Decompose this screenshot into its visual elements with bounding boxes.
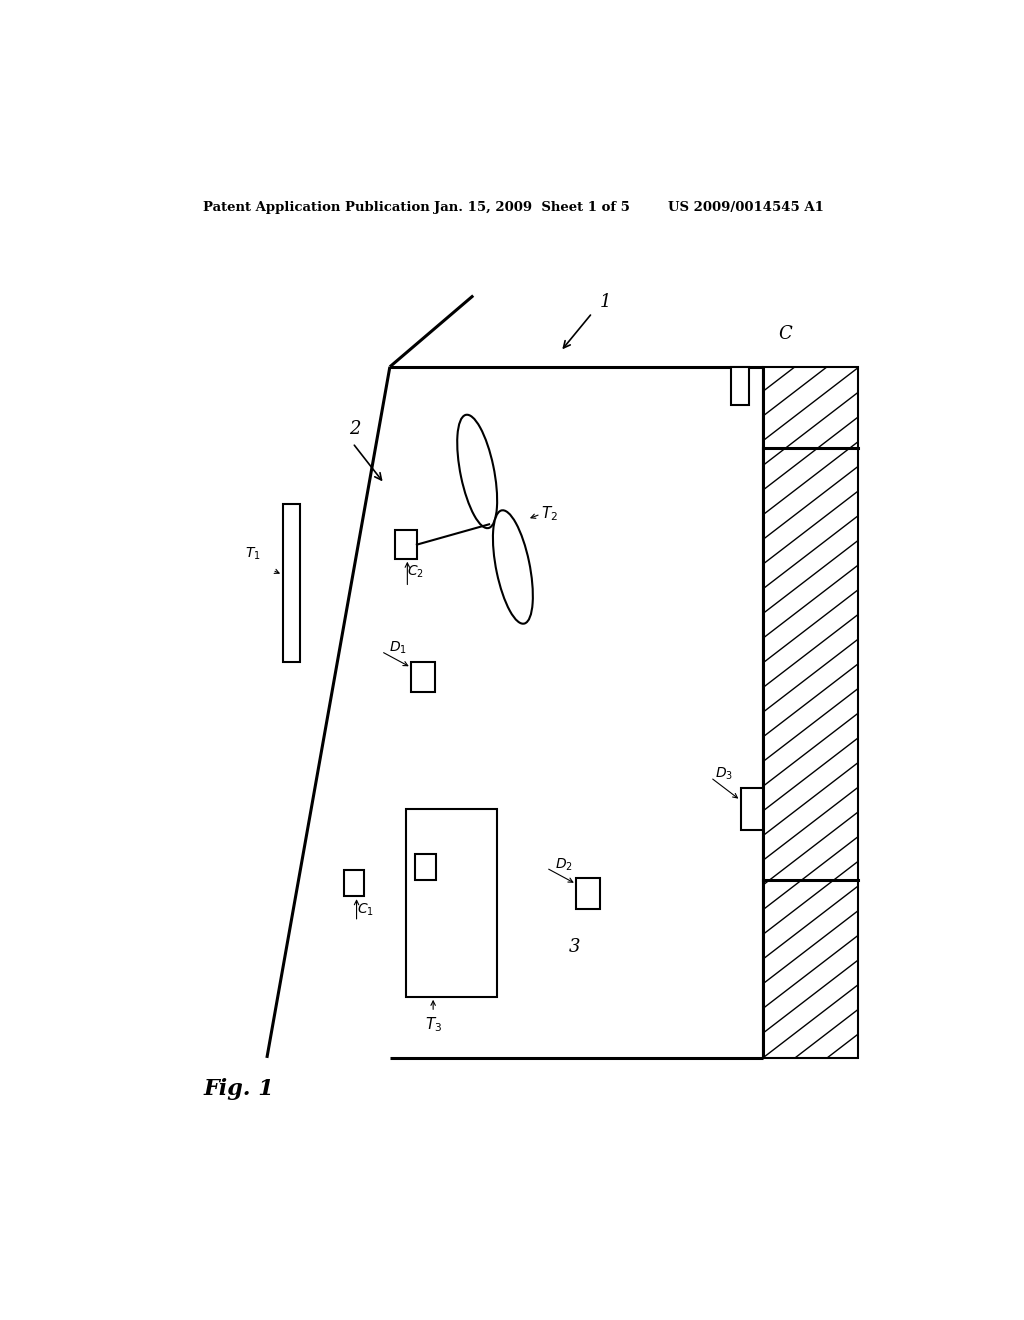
Bar <box>412 661 435 692</box>
Bar <box>577 878 600 908</box>
Text: 2: 2 <box>348 420 360 438</box>
Bar <box>415 854 435 880</box>
Bar <box>344 870 365 896</box>
Text: US 2009/0014545 A1: US 2009/0014545 A1 <box>668 201 823 214</box>
Text: $C_3$: $C_3$ <box>442 854 459 870</box>
Text: $C_1$: $C_1$ <box>356 902 374 917</box>
Text: Fig. 1: Fig. 1 <box>204 1078 274 1101</box>
Bar <box>283 504 300 661</box>
Text: $T_3$: $T_3$ <box>425 1015 441 1034</box>
Bar <box>763 367 858 1057</box>
Text: Jan. 15, 2009  Sheet 1 of 5: Jan. 15, 2009 Sheet 1 of 5 <box>433 201 630 214</box>
Bar <box>731 367 749 405</box>
Text: $T_2$: $T_2$ <box>541 504 558 524</box>
Bar <box>394 531 417 558</box>
Text: $D_1$: $D_1$ <box>389 640 408 656</box>
Text: C: C <box>778 326 793 343</box>
Bar <box>406 809 497 997</box>
Text: $D_3$: $D_3$ <box>715 766 733 783</box>
Ellipse shape <box>458 414 497 528</box>
Text: Patent Application Publication: Patent Application Publication <box>204 201 430 214</box>
Bar <box>740 788 763 830</box>
Text: 3: 3 <box>568 939 580 956</box>
Text: $D_2$: $D_2$ <box>555 857 572 873</box>
Text: 1: 1 <box>600 293 611 312</box>
Text: $C_2$: $C_2$ <box>408 564 424 581</box>
Text: $T_1$: $T_1$ <box>245 545 260 562</box>
Ellipse shape <box>493 511 532 624</box>
